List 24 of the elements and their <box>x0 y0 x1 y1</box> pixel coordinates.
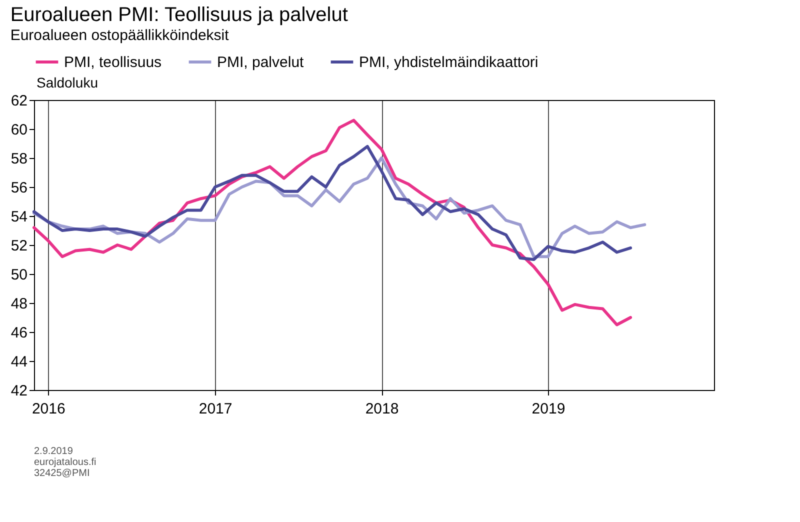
text: 2.9.2019 <box>34 446 74 457</box>
y-tick-label: 48 <box>10 296 28 312</box>
y-tick-label: 50 <box>10 266 28 284</box>
x-tick-label: 2016 <box>32 400 66 418</box>
x-tick-label: 2018 <box>365 400 399 418</box>
x-tick-label: 2017 <box>198 400 232 418</box>
x-tick-label: 2019 <box>532 400 566 418</box>
y-tick-label: 54 <box>10 208 28 226</box>
text: eurojatalous.fi <box>34 457 96 468</box>
legend-label: PMI, palvelut <box>217 54 305 71</box>
y-tick-label: 56 <box>10 180 28 196</box>
y-tick-label: 42 <box>10 382 28 400</box>
y-tick-label: 44 <box>10 354 28 370</box>
y-tick-label: 60 <box>10 122 28 138</box>
y-tick-label: 52 <box>10 238 28 254</box>
y-tick-label: 58 <box>10 150 28 168</box>
y-axis-title: Saldoluku <box>36 74 98 90</box>
y-tick-label: 46 <box>10 324 28 342</box>
chart-title: Euroalueen PMI: Teollisuus ja palvelut <box>10 4 348 26</box>
text: 32425@PMI <box>34 468 90 479</box>
legend-label: PMI, teollisuus <box>64 54 162 71</box>
chart-subtitle: Euroalueen ostopäällikköindeksit <box>10 27 230 44</box>
legend-label: PMI, yhdistelmäindikaattori <box>359 54 538 71</box>
y-tick-label: 62 <box>10 92 28 110</box>
